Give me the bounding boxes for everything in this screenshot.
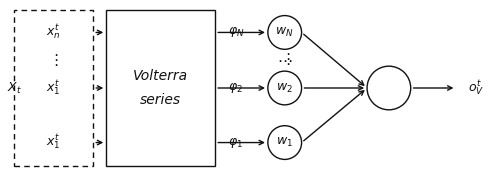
Bar <box>106 10 216 166</box>
Text: $x_n^t$: $x_n^t$ <box>46 23 61 42</box>
Text: $\cdots$: $\cdots$ <box>277 52 292 67</box>
Text: $o_V^t$: $o_V^t$ <box>468 78 484 97</box>
Text: $\varphi_2$: $\varphi_2$ <box>228 81 243 95</box>
Text: series: series <box>140 93 181 107</box>
Text: $\vdots$: $\vdots$ <box>48 52 59 68</box>
Text: $\vdots$: $\vdots$ <box>280 51 290 67</box>
Circle shape <box>367 66 410 110</box>
Text: Volterra: Volterra <box>133 69 188 83</box>
Bar <box>14 10 94 166</box>
Text: $w_N$: $w_N$ <box>276 26 294 39</box>
Text: $x_1^t$: $x_1^t$ <box>46 133 61 152</box>
Circle shape <box>268 126 302 159</box>
Text: $X_t$: $X_t$ <box>7 80 22 96</box>
Text: $\varphi_N$: $\varphi_N$ <box>228 25 244 39</box>
Text: $\varphi_1$: $\varphi_1$ <box>228 136 243 150</box>
Text: $w_2$: $w_2$ <box>276 81 293 94</box>
Circle shape <box>268 16 302 49</box>
Circle shape <box>268 71 302 105</box>
Text: $w_1$: $w_1$ <box>276 136 293 149</box>
Text: $x_1^t$: $x_1^t$ <box>46 78 61 97</box>
